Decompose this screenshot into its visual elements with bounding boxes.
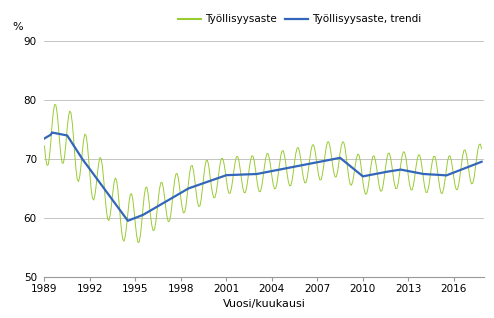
Legend: Työllisyysaste, Työllisyysaste, trendi: Työllisyysaste, Työllisyysaste, trendi <box>173 10 425 28</box>
Y-axis label: %: % <box>13 22 23 32</box>
X-axis label: Vuosi/kuukausi: Vuosi/kuukausi <box>223 299 306 309</box>
